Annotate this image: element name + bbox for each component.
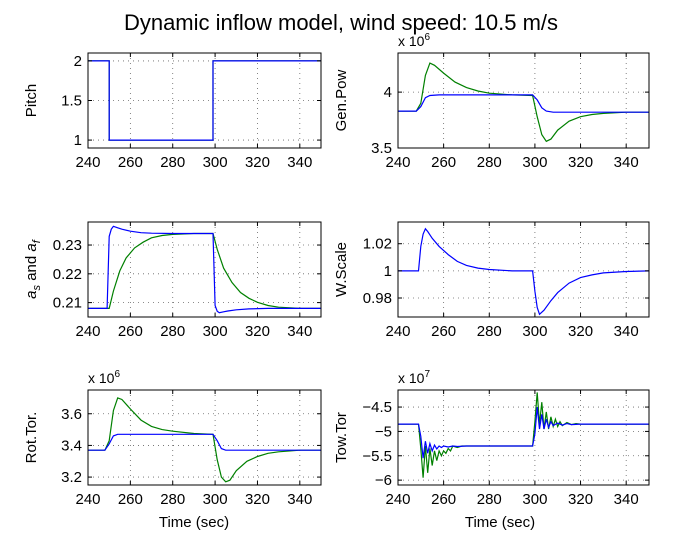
x-axis-label-left: Time (sec) xyxy=(159,514,229,531)
x-tick-label: 320 xyxy=(245,491,270,508)
series-line-1 xyxy=(88,60,321,141)
y-tick-label: 4 xyxy=(384,84,392,101)
series-line-1 xyxy=(88,397,321,483)
x-axis-label-right: Time (sec) xyxy=(465,514,535,531)
y-tick-label: 1 xyxy=(384,263,392,280)
series-line-1 xyxy=(398,227,650,316)
series-line-1 xyxy=(398,392,649,478)
y-tick-label: 0.23 xyxy=(53,237,82,254)
y-tick-label: 3.4 xyxy=(61,437,82,454)
x-tick-label: 260 xyxy=(118,323,143,340)
x-tick-label: 340 xyxy=(614,491,639,508)
series-line-2 xyxy=(88,433,321,451)
series-line-2 xyxy=(398,94,649,113)
x-tick-label: 280 xyxy=(160,323,185,340)
subplot-3: 240 260 280 300 320 340 0.21 0.22 0.23 as and af xyxy=(23,221,322,340)
x-tick-label: 300 xyxy=(522,154,547,171)
axis-multiplier: x 106 xyxy=(88,369,120,386)
x-tick-label: 320 xyxy=(568,323,593,340)
series-line-1 xyxy=(88,232,321,309)
axis-multiplier: x 106 xyxy=(398,32,430,49)
x-tick-label: 240 xyxy=(385,491,410,508)
series-line-2 xyxy=(88,60,321,141)
x-tick-label: 300 xyxy=(203,323,228,340)
x-tick-label: 340 xyxy=(614,323,639,340)
x-tick-label: 340 xyxy=(287,491,312,508)
y-tick-label: 0.98 xyxy=(363,290,392,307)
y-tick-label: 0.21 xyxy=(53,295,82,312)
y-axis-label: as and af xyxy=(23,239,43,299)
x-tick-label: 280 xyxy=(477,323,502,340)
axis-multiplier: x 107 xyxy=(398,369,430,386)
y-tick-label: 3.2 xyxy=(61,469,82,486)
y-tick-label: 3.6 xyxy=(61,406,82,423)
y-tick-label: −6 xyxy=(375,472,392,489)
x-tick-label: 240 xyxy=(385,323,410,340)
x-tick-label: 320 xyxy=(568,491,593,508)
subplot-5: 240 260 280 300 320 340 3.2 3.4 3.6 Rot.Tor. x 106 xyxy=(23,369,322,508)
subplot-6: 240 260 280 300 320 340 −6 −5.5 −5 −4.5 Tow.Tor x 1… xyxy=(333,369,650,508)
x-tick-label: 300 xyxy=(522,323,547,340)
axes-box xyxy=(397,389,650,486)
x-tick-label: 280 xyxy=(160,154,185,171)
series-line-2 xyxy=(398,407,649,459)
y-axis-label: W.Scale xyxy=(333,242,350,297)
y-tick-label: 2 xyxy=(74,53,82,70)
y-axis-label: Pitch xyxy=(23,84,40,117)
y-tick-label: −4.5 xyxy=(362,399,392,416)
x-tick-label: 320 xyxy=(245,323,270,340)
x-tick-label: 320 xyxy=(568,154,593,171)
x-tick-label: 300 xyxy=(522,491,547,508)
figure-title: Dynamic inflow model, wind speed: 10.5 m… xyxy=(124,10,558,35)
axes-box xyxy=(87,389,322,486)
x-tick-label: 260 xyxy=(118,154,143,171)
y-tick-label: −5 xyxy=(375,423,392,440)
y-tick-label: 1.02 xyxy=(363,236,392,253)
x-tick-label: 340 xyxy=(614,154,639,171)
subplot-2: 240 260 280 300 320 340 3.5 4 Gen.Pow x 106 xyxy=(333,32,650,171)
y-axis-label: Gen.Pow xyxy=(333,69,350,131)
x-tick-label: 280 xyxy=(477,491,502,508)
axes-box xyxy=(87,52,322,149)
x-tick-label: 260 xyxy=(431,154,456,171)
x-tick-label: 240 xyxy=(75,491,100,508)
y-tick-label: 1 xyxy=(74,132,82,149)
x-tick-label: 240 xyxy=(385,154,410,171)
x-tick-label: 260 xyxy=(431,323,456,340)
x-tick-label: 300 xyxy=(203,491,228,508)
series-line-2 xyxy=(88,225,321,314)
series-line-1 xyxy=(398,62,649,143)
y-axis-label: Tow.Tor xyxy=(333,412,350,463)
x-tick-label: 320 xyxy=(245,154,270,171)
x-tick-label: 280 xyxy=(160,491,185,508)
y-tick-label: 1.5 xyxy=(61,93,82,110)
x-tick-label: 300 xyxy=(203,154,228,171)
x-tick-label: 340 xyxy=(287,323,312,340)
axes-box xyxy=(397,52,650,149)
axes-box xyxy=(87,221,322,318)
x-tick-label: 240 xyxy=(75,154,100,171)
y-axis-label: Rot.Tor. xyxy=(23,412,40,464)
x-tick-label: 240 xyxy=(75,323,100,340)
y-tick-label: 3.5 xyxy=(371,140,392,157)
subplot-grid: 240 260 280 300 320 340 1 1.5 2 Pitch 240 260 280 300… xyxy=(23,32,650,508)
x-tick-label: 260 xyxy=(118,491,143,508)
y-tick-label: −5.5 xyxy=(362,448,392,465)
subplot-4: 240 260 280 300 320 340 0.98 1 1.02 W.Scale xyxy=(333,221,650,340)
x-tick-label: 260 xyxy=(431,491,456,508)
axes-box xyxy=(397,221,650,318)
x-tick-label: 280 xyxy=(477,154,502,171)
y-tick-label: 0.22 xyxy=(53,266,82,283)
subplot-1: 240 260 280 300 320 340 1 1.5 2 Pitch xyxy=(23,52,322,171)
x-tick-label: 340 xyxy=(287,154,312,171)
